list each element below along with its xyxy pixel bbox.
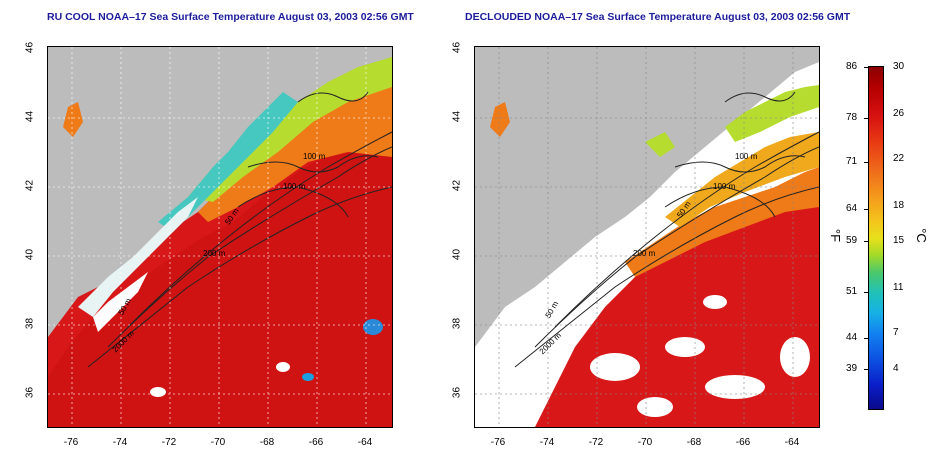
left-panel-title: RU COOL NOAA–17 Sea Surface Temperature …	[47, 11, 414, 23]
fahrenheit-tick: 39	[846, 363, 858, 374]
frontal-zone	[625, 167, 819, 277]
lat-tick: 44	[24, 110, 36, 123]
lat-tick: 36	[451, 386, 463, 399]
right-map-canvas	[475, 47, 819, 427]
lon-tick: -68	[686, 437, 702, 448]
offshore-warm-patch	[63, 102, 83, 137]
celsius-tick: 7	[893, 327, 899, 338]
lat-tick: 40	[451, 248, 463, 261]
lon-tick: -72	[161, 437, 177, 448]
cloud-patch	[363, 319, 383, 335]
lon-tick: -70	[210, 437, 226, 448]
depth-label: 100 m	[713, 182, 736, 191]
lon-tick: -74	[112, 437, 128, 448]
left-map-canvas	[48, 47, 392, 427]
lon-tick: -64	[357, 437, 373, 448]
cloud-patch	[302, 373, 314, 381]
lat-tick: 38	[24, 317, 36, 330]
depth-label: 100 m	[735, 152, 758, 161]
celsius-tick: 22	[893, 153, 905, 164]
celsius-unit-label: °C	[913, 228, 929, 243]
cloud-patch	[276, 362, 290, 372]
lon-tick: -66	[735, 437, 751, 448]
fahrenheit-tick: 59	[846, 235, 858, 246]
lat-tick: 46	[24, 41, 36, 54]
right-sst-map: 100 m 100 m 50 m 200 m 50 m 2000 m	[474, 46, 820, 428]
lat-tick: 40	[24, 248, 36, 261]
fahrenheit-tick: 71	[846, 156, 858, 167]
celsius-tick: 15	[893, 235, 905, 246]
fahrenheit-tick: 51	[846, 286, 858, 297]
cloud-patch	[150, 387, 166, 397]
isobath-100m	[127, 131, 392, 328]
right-panel-title: DECLOUDED NOAA–17 Sea Surface Temperatur…	[465, 11, 851, 23]
depth-label: 100 m	[283, 182, 306, 191]
celsius-tick: 11	[893, 282, 904, 293]
graticule	[48, 47, 392, 427]
lat-tick: 42	[24, 179, 36, 192]
offshore-warm-patch	[490, 102, 510, 137]
cloud-gap	[705, 375, 765, 399]
fahrenheit-tick: 78	[846, 112, 858, 123]
lon-tick: -74	[539, 437, 555, 448]
temperature-colorbar	[868, 66, 884, 410]
lon-tick: -66	[308, 437, 324, 448]
left-sst-map: 100 m 100 m 50 m 200 m 50 m 2000 m	[47, 46, 393, 428]
lat-tick: 38	[451, 317, 463, 330]
lat-tick: 36	[24, 386, 36, 399]
lat-tick: 42	[451, 179, 463, 192]
celsius-tick: 26	[893, 108, 905, 119]
lat-tick: 44	[451, 110, 463, 123]
cloud-gap	[703, 295, 727, 309]
isobath-2000m	[514, 186, 819, 368]
fahrenheit-tick: 44	[846, 332, 858, 343]
celsius-tick: 4	[893, 363, 899, 374]
lat-tick: 46	[451, 41, 463, 54]
isobath-200m	[107, 146, 392, 348]
depth-label: 200 m	[633, 249, 656, 258]
cloud-gap	[637, 397, 673, 417]
lon-tick: -70	[637, 437, 653, 448]
isobath-100m	[554, 131, 819, 328]
coastal-cloud	[78, 197, 198, 317]
celsius-tick: 18	[893, 200, 905, 211]
fahrenheit-unit-label: °F	[828, 228, 844, 243]
graticule	[475, 47, 819, 427]
fahrenheit-tick: 64	[846, 203, 858, 214]
isobath-2000m	[87, 186, 392, 368]
cloud-gap	[590, 353, 640, 381]
depth-label: 200 m	[203, 249, 226, 258]
cloud-gap	[780, 337, 810, 377]
lon-tick: -72	[588, 437, 604, 448]
lon-tick: -64	[784, 437, 800, 448]
shelf-water-green	[725, 85, 819, 142]
cloud-gap	[665, 337, 705, 357]
celsius-tick: 30	[893, 61, 905, 72]
lon-tick: -68	[259, 437, 275, 448]
fahrenheit-tick: 86	[846, 61, 858, 72]
isobath-200m	[534, 146, 819, 348]
lon-tick: -76	[490, 437, 506, 448]
lon-tick: -76	[63, 437, 79, 448]
depth-label: 100 m	[303, 152, 326, 161]
shelf-water-cyan	[158, 92, 298, 232]
